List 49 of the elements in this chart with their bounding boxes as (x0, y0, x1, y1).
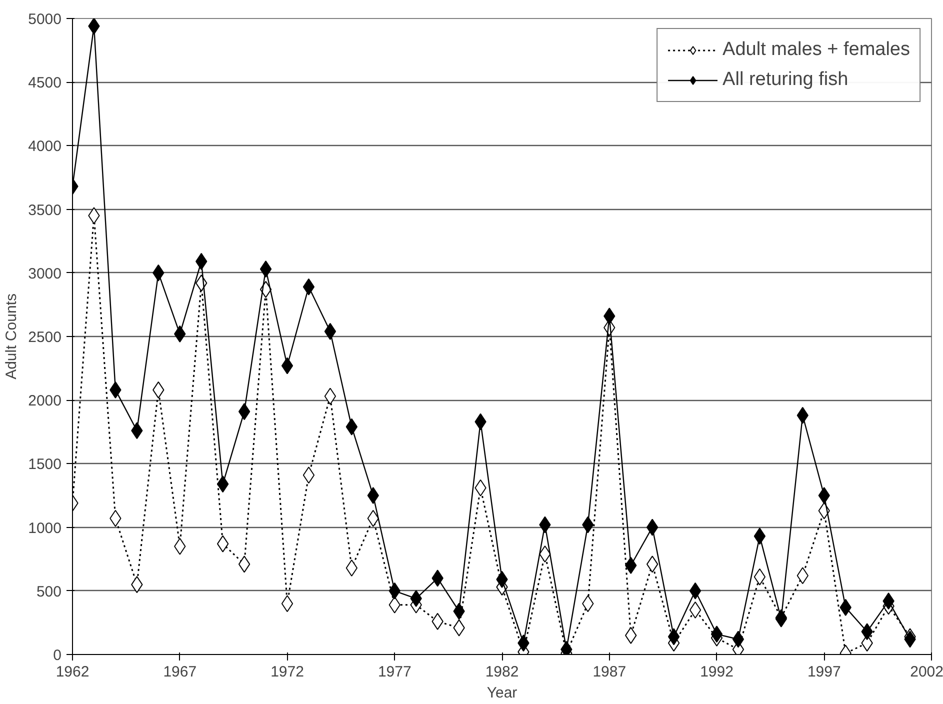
point (646, 518, 658, 536)
y-axis-title: Adult Counts (3, 294, 20, 380)
y-tick-label: 4500 (28, 74, 62, 92)
point (818, 487, 830, 504)
point (238, 403, 250, 420)
y-tick-label: 1500 (28, 456, 62, 474)
point (238, 556, 250, 573)
legend-label: All returing fish (722, 69, 848, 91)
x-tick-label: 1987 (592, 664, 626, 680)
x-tick-label: 1982 (485, 664, 519, 680)
point (346, 560, 358, 577)
point (324, 322, 336, 340)
y-tick-label: 0 (53, 647, 62, 664)
x-tick-label: 1967 (163, 664, 197, 680)
y-tick-label: 500 (36, 583, 62, 600)
point (88, 18, 100, 35)
y-tick-label: 3500 (28, 202, 62, 219)
x-tick-label: 1972 (270, 664, 304, 680)
point (754, 528, 766, 545)
point (260, 260, 272, 278)
legend-label: Adult males + females (722, 39, 910, 61)
y-tick-label: 2500 (28, 329, 62, 346)
y-tick-label: 2000 (28, 392, 62, 410)
point (668, 628, 680, 646)
point (732, 630, 744, 648)
point (346, 418, 358, 436)
point (689, 582, 702, 600)
x-tick-label: 1997 (807, 664, 841, 680)
y-tick-label: 1000 (28, 520, 62, 537)
y-tick-label: 3000 (28, 265, 62, 282)
point (367, 487, 379, 504)
y-tick-label: 4000 (28, 138, 62, 156)
point (324, 388, 336, 405)
x-axis-title: Year (486, 684, 518, 702)
x-tick-label: 1977 (378, 664, 412, 680)
point (302, 278, 315, 296)
point (689, 601, 702, 618)
point (281, 357, 294, 374)
point (281, 595, 294, 612)
y-tick-label: 5000 (28, 11, 62, 28)
point (710, 626, 723, 643)
point (754, 568, 766, 586)
point (216, 535, 229, 552)
x-tick-label: 1992 (700, 664, 734, 680)
point (216, 476, 229, 493)
point (302, 466, 315, 484)
x-tick-label: 2002 (910, 664, 943, 680)
point (646, 556, 658, 573)
x-tick-label: 1962 (56, 664, 90, 680)
